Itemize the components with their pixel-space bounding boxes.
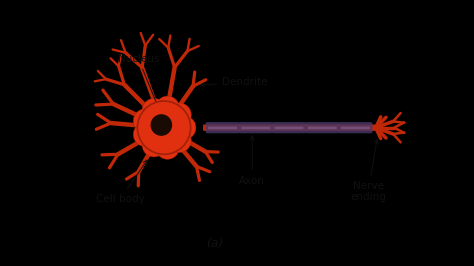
Ellipse shape (155, 135, 180, 159)
Ellipse shape (142, 98, 166, 122)
Ellipse shape (133, 123, 157, 147)
Text: Nerve
ending: Nerve ending (350, 139, 386, 202)
Ellipse shape (142, 133, 166, 157)
Ellipse shape (155, 96, 180, 120)
FancyBboxPatch shape (341, 127, 370, 129)
Text: Nucleus: Nucleus (118, 54, 160, 111)
FancyBboxPatch shape (203, 124, 377, 131)
FancyBboxPatch shape (305, 122, 339, 133)
Ellipse shape (172, 116, 196, 140)
Text: Axon: Axon (239, 136, 265, 186)
Ellipse shape (167, 128, 191, 152)
Ellipse shape (151, 115, 172, 135)
FancyBboxPatch shape (241, 127, 270, 129)
FancyBboxPatch shape (338, 122, 373, 133)
FancyBboxPatch shape (272, 122, 306, 133)
Ellipse shape (137, 101, 191, 154)
FancyBboxPatch shape (274, 127, 303, 129)
Text: Cell body: Cell body (96, 160, 147, 204)
FancyBboxPatch shape (206, 122, 239, 133)
Ellipse shape (133, 109, 157, 133)
FancyBboxPatch shape (308, 127, 337, 129)
Ellipse shape (167, 103, 191, 127)
FancyBboxPatch shape (208, 127, 237, 129)
Text: (a): (a) (206, 237, 224, 250)
Text: Dendrite: Dendrite (201, 77, 268, 88)
FancyBboxPatch shape (239, 122, 273, 133)
